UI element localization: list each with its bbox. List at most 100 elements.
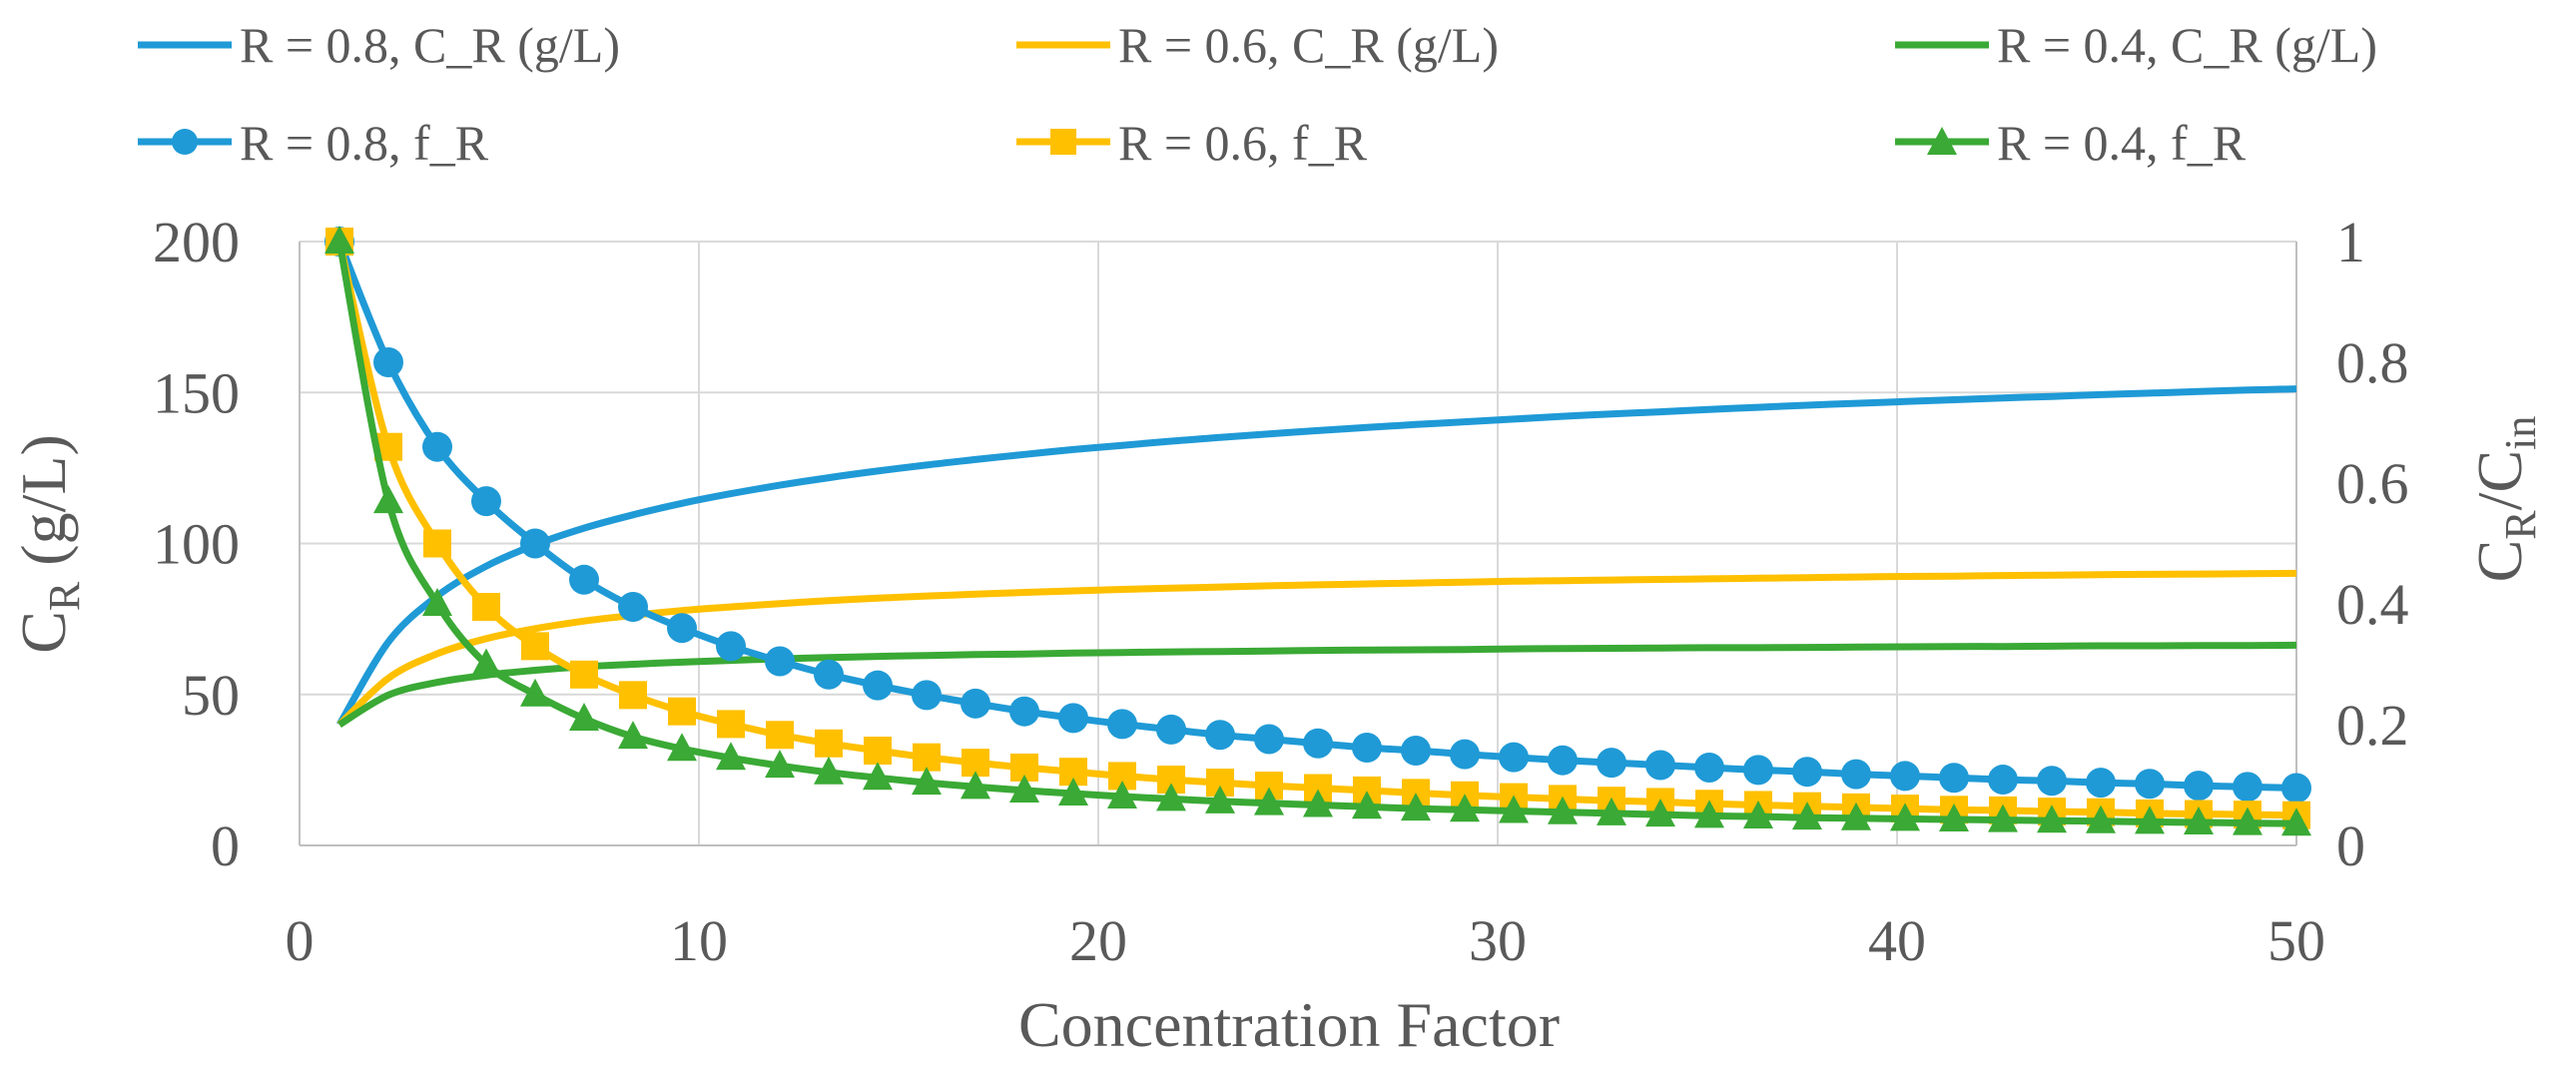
data-point-circle xyxy=(1939,763,1969,794)
data-point-circle xyxy=(667,613,697,644)
x-tick-label: 20 xyxy=(1069,908,1127,973)
data-point-triangle xyxy=(1107,780,1137,808)
data-point-triangle xyxy=(1939,803,1969,831)
data-point-circle xyxy=(1205,720,1235,751)
x-tick-label: 40 xyxy=(1868,908,1926,973)
data-point-triangle xyxy=(471,648,501,677)
data-point-triangle xyxy=(765,750,795,779)
y-left-tick-label: 100 xyxy=(153,512,240,577)
data-point-circle xyxy=(1645,750,1675,781)
data-point-triangle xyxy=(2037,805,2067,833)
data-point-circle xyxy=(2233,772,2262,803)
data-point-triangle xyxy=(1645,799,1675,827)
data-point-square xyxy=(619,681,647,710)
data-point-triangle xyxy=(2233,806,2262,835)
y-right-tick-label: 0.8 xyxy=(2336,330,2409,395)
data-point-triangle xyxy=(1009,774,1039,803)
data-point-circle xyxy=(1499,742,1529,773)
legend-marker-circle xyxy=(172,129,198,155)
data-point-circle xyxy=(814,659,844,690)
data-point-triangle xyxy=(1401,793,1431,821)
y-right-b-sub: in xyxy=(2496,416,2545,450)
data-point-triangle xyxy=(912,767,942,796)
y-right-a: C xyxy=(2464,540,2535,583)
x-tick-label: 30 xyxy=(1469,908,1527,973)
data-point-triangle xyxy=(1156,783,1186,811)
data-point-square xyxy=(864,737,892,766)
gridlines xyxy=(300,241,2297,845)
data-point-triangle xyxy=(2086,805,2116,833)
data-point-triangle xyxy=(814,756,844,785)
x-tick-label: 50 xyxy=(2267,908,2325,973)
data-point-triangle xyxy=(2281,807,2311,836)
data-point-triangle xyxy=(1890,803,1920,831)
data-point-triangle xyxy=(1743,800,1773,828)
legend-item: R = 0.8, C_R (g/L) xyxy=(138,17,620,73)
data-point-circle xyxy=(471,486,501,517)
data-point-triangle xyxy=(324,226,354,254)
data-point-square xyxy=(668,697,696,726)
data-point-triangle xyxy=(1499,795,1529,823)
y-left-rest: (g/L) xyxy=(8,434,79,582)
data-point-circle xyxy=(1792,757,1822,788)
axes xyxy=(299,242,2297,846)
data-point-circle xyxy=(2037,766,2067,797)
legend-marker-square xyxy=(1050,129,1076,155)
y-right-tick-label: 0.6 xyxy=(2336,451,2409,516)
data-point-circle xyxy=(1694,752,1724,783)
data-point-circle xyxy=(1156,714,1186,745)
y-right-tick-label: 0.4 xyxy=(2336,572,2409,637)
data-point-triangle xyxy=(1254,787,1284,815)
legend-item: R = 0.4, f_R xyxy=(1895,115,2247,171)
data-point-triangle xyxy=(863,762,893,791)
y-left-sub: R xyxy=(40,581,89,611)
data-point-circle xyxy=(1450,739,1480,770)
legend-label-r04-fr: R = 0.4, f_R xyxy=(1997,115,2247,171)
data-point-triangle xyxy=(1988,804,2018,832)
data-point-triangle xyxy=(422,588,452,616)
legend-label-r06-cr: R = 0.6, C_R (g/L) xyxy=(1118,17,1499,73)
data-point-circle xyxy=(1254,724,1284,755)
data-point-circle xyxy=(2086,768,2116,799)
legend-item: R = 0.6, C_R (g/L) xyxy=(1016,17,1499,73)
data-point-circle xyxy=(961,688,990,719)
data-point-circle xyxy=(2281,773,2311,804)
y-right-tick-label: 1 xyxy=(2336,210,2365,274)
data-point-square xyxy=(472,593,500,622)
data-point-triangle xyxy=(1597,797,1626,825)
data-point-circle xyxy=(569,564,599,595)
data-point-square xyxy=(423,529,451,558)
y-right-tick-label: 0 xyxy=(2336,813,2365,878)
legend-label-r06-fr: R = 0.6, f_R xyxy=(1118,115,1368,171)
x-tick-label: 0 xyxy=(286,908,315,973)
data-point-circle xyxy=(1303,728,1333,759)
data-point-circle xyxy=(1352,732,1382,763)
y-left-tick-label: 0 xyxy=(211,813,240,878)
data-point-triangle xyxy=(1694,800,1724,828)
data-point-circle xyxy=(2184,771,2214,802)
legend-label-r08-fr: R = 0.8, f_R xyxy=(240,115,489,171)
data-point-circle xyxy=(716,631,746,662)
data-point-circle xyxy=(1597,748,1626,779)
data-point-triangle xyxy=(373,485,403,514)
y-left-tick-label: 50 xyxy=(182,663,240,728)
data-point-triangle xyxy=(1205,785,1235,813)
data-point-triangle xyxy=(520,678,550,707)
legend-item: R = 0.4, C_R (g/L) xyxy=(1895,17,2377,73)
data-point-triangle xyxy=(1548,796,1578,824)
data-point-circle xyxy=(422,431,452,462)
data-point-circle xyxy=(1988,765,2018,796)
data-point-circle xyxy=(1841,759,1871,790)
data-point-triangle xyxy=(2184,806,2214,835)
data-point-circle xyxy=(373,347,403,377)
legend-marker-triangle xyxy=(1927,127,1957,155)
data-point-triangle xyxy=(716,742,746,771)
data-point-circle xyxy=(1107,709,1137,740)
y-right-b: /C xyxy=(2464,450,2535,510)
data-point-triangle xyxy=(1303,789,1333,817)
data-point-triangle xyxy=(1841,802,1871,830)
data-point-square xyxy=(913,743,941,772)
data-point-circle xyxy=(1743,755,1773,786)
